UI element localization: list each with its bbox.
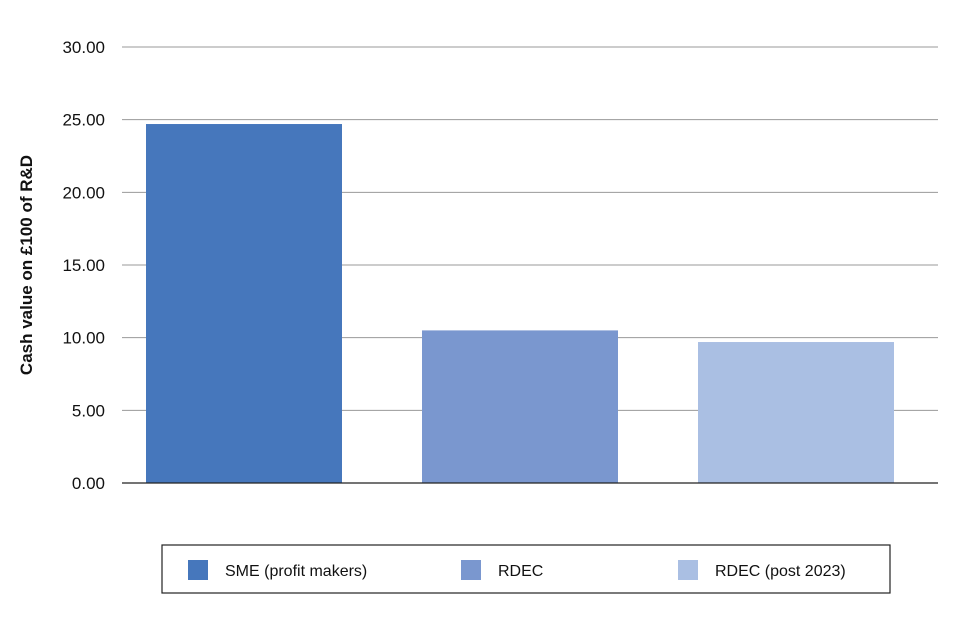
bar-rdec xyxy=(422,330,618,483)
bar-rdec-post-2023 xyxy=(698,342,894,483)
legend: SME (profit makers) RDEC RDEC (post 2023) xyxy=(161,544,891,594)
legend-label: SME (profit makers) xyxy=(225,563,367,580)
legend-swatch xyxy=(678,560,698,580)
y-tick-label: 5.00 xyxy=(72,401,105,420)
bars xyxy=(146,124,894,483)
y-tick-label: 15.00 xyxy=(62,256,105,275)
y-axis-title: Cash value on £100 of R&D xyxy=(17,155,36,375)
y-axis-ticks: 0.00 5.00 10.00 15.00 20.00 25.00 30.00 xyxy=(62,38,105,493)
y-tick-label: 30.00 xyxy=(62,38,105,57)
bar-sme-profit-makers xyxy=(146,124,342,483)
legend-label: RDEC (post 2023) xyxy=(715,563,846,580)
legend-frame xyxy=(161,544,891,594)
legend-items: SME (profit makers) RDEC RDEC (post 2023) xyxy=(188,560,846,580)
y-tick-label: 20.00 xyxy=(62,183,105,202)
legend-swatch xyxy=(461,560,481,580)
legend-label: RDEC xyxy=(498,563,543,580)
legend-swatch xyxy=(188,560,208,580)
y-tick-label: 10.00 xyxy=(62,329,105,348)
y-tick-label: 25.00 xyxy=(62,111,105,130)
y-tick-label: 0.00 xyxy=(72,474,105,493)
